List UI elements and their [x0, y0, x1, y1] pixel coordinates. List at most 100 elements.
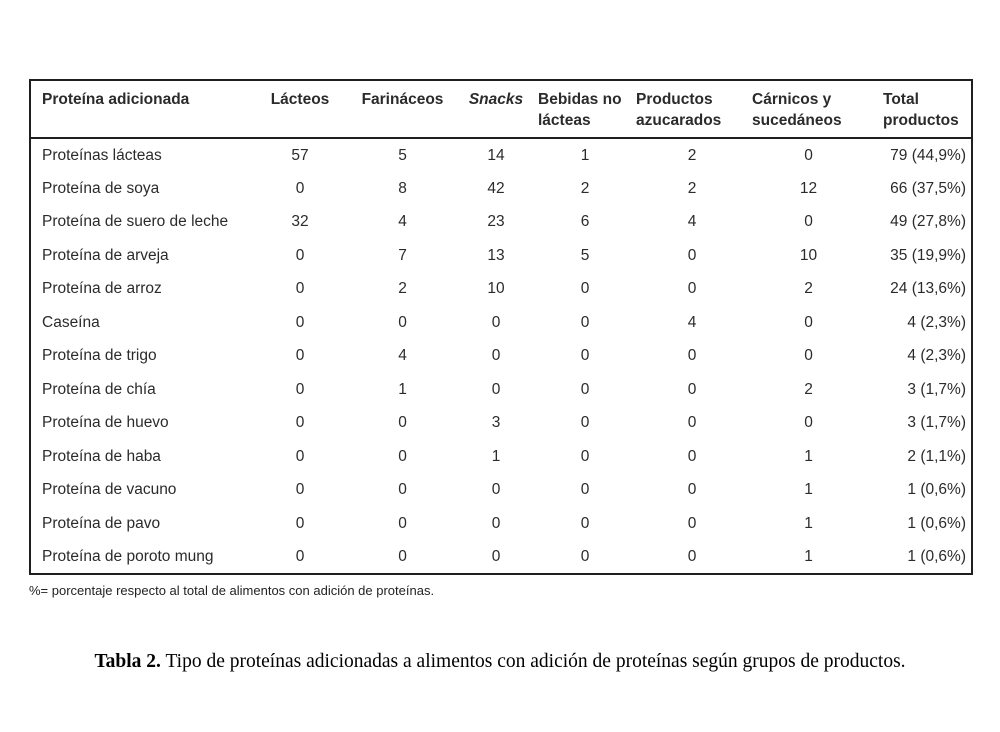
table-row: Proteína de arveja 0 7 13 5 0 10 35 (19,9%) — [30, 239, 972, 273]
value-cell: 0 — [687, 414, 697, 431]
value-cell: 0 — [398, 481, 407, 498]
value-cell: 0 — [491, 547, 501, 565]
value-cell: 1 — [804, 481, 813, 498]
value-cell: 0 — [804, 146, 813, 164]
row-label-cell: Proteína de arveja — [42, 246, 169, 264]
table-header: Proteína adicionada Lácteos Farináceos Snac… — [30, 80, 972, 138]
value-cell: 8 — [398, 179, 407, 197]
value-cell: 0 — [804, 414, 813, 431]
value-cell: 0 — [295, 514, 305, 532]
column-header: Productos azucarados — [634, 80, 750, 138]
value-cell: 2 — [687, 179, 697, 197]
value-cell: 0 — [295, 547, 305, 565]
value-cell: 4 (2,3%) — [907, 347, 966, 364]
value-cell: 1 — [580, 146, 590, 164]
value-cell: 0 — [398, 414, 407, 431]
value-cell: 0 — [580, 313, 590, 331]
value-cell: 14 — [487, 146, 505, 164]
value-cell: 0 — [295, 447, 305, 465]
table-row: Proteína de vacuno 0 0 0 0 0 1 1 (0,6%) — [30, 473, 972, 507]
column-header-label: Farináceos — [361, 91, 444, 108]
value-cell: 0 — [687, 380, 697, 398]
value-cell: 3 (1,7%) — [907, 414, 966, 431]
table-footnote: %= porcentaje respecto al total de alime… — [29, 582, 435, 598]
column-header: Bebidas no lácteas — [536, 80, 634, 138]
value-cell: 0 — [295, 313, 305, 331]
value-cell: 1 — [804, 547, 813, 565]
value-cell: 0 — [491, 313, 501, 331]
value-cell: 4 (2,3%) — [907, 313, 966, 331]
value-cell: 2 — [804, 380, 813, 398]
value-cell: 0 — [580, 514, 590, 532]
table-row: Proteína de poroto mung 0 0 0 0 0 1 1 (0,6%) — [30, 540, 972, 574]
value-cell: 4 — [398, 347, 407, 364]
value-cell: 0 — [687, 481, 697, 498]
value-cell: 10 — [487, 280, 505, 297]
value-cell: 13 — [487, 246, 505, 264]
value-cell: 2 — [398, 280, 407, 297]
table-caption: Tabla 2. Tipo de proteínas adicionadas a… — [0, 651, 1000, 673]
value-cell: 0 — [687, 447, 697, 465]
value-cell: 42 — [487, 179, 505, 197]
value-cell: 4 — [687, 313, 697, 331]
value-cell: 10 — [799, 246, 818, 264]
value-cell: 0 — [398, 514, 407, 532]
row-label-cell: Proteína de pavo — [42, 514, 161, 532]
value-cell: 0 — [580, 280, 590, 297]
value-cell: 12 — [799, 179, 818, 197]
value-cell: 3 — [491, 414, 501, 431]
protein-table: Proteína adicionada Lácteos Farináceos Snac… — [29, 79, 973, 575]
value-cell: 0 — [295, 179, 305, 197]
row-label-cell: Proteína de haba — [42, 447, 161, 465]
value-cell: 66 (37,5%) — [890, 179, 966, 197]
row-label-cell: Proteína de chía — [42, 380, 156, 398]
row-label-cell: Proteína de trigo — [42, 347, 157, 364]
value-cell: 7 — [398, 246, 407, 264]
value-cell: 1 (0,6%) — [907, 547, 966, 565]
value-cell: 2 — [687, 146, 697, 164]
row-label-cell: Proteína de poroto mung — [42, 547, 214, 565]
table-body: Proteínas lácteas 57 5 14 1 2 0 79 (44,9%) Prote… — [30, 138, 972, 574]
value-cell: 0 — [580, 481, 590, 498]
column-header: Proteína adicionada — [30, 80, 251, 138]
caption-label: Tabla 2. — [94, 651, 161, 672]
value-cell: 4 — [687, 213, 697, 230]
value-cell: 57 — [291, 146, 309, 164]
value-cell: 0 — [491, 347, 501, 364]
value-cell: 49 (27,8%) — [890, 213, 966, 230]
column-header-label: Proteína adicionada — [42, 91, 190, 108]
value-cell: 1 — [491, 447, 501, 465]
value-cell: 0 — [398, 447, 407, 465]
value-cell: 23 — [487, 213, 505, 230]
table-row: Proteína de suero de leche 32 4 23 6 4 0 49 (27… — [30, 205, 972, 239]
column-header-label: Lácteos — [270, 91, 330, 108]
table-row: Proteína de trigo 0 4 0 0 0 0 4 (2,3%) — [30, 339, 972, 373]
column-header-label: Productos azucarados — [636, 91, 722, 129]
table-row: Proteína de haba 0 0 1 0 0 1 2 (1,1%) — [30, 440, 972, 474]
value-cell: 1 (0,6%) — [907, 514, 966, 532]
value-cell: 2 (1,1%) — [907, 447, 966, 465]
value-cell: 0 — [687, 246, 697, 264]
value-cell: 0 — [295, 246, 305, 264]
value-cell: 3 (1,7%) — [907, 380, 966, 398]
value-cell: 0 — [687, 280, 697, 297]
value-cell: 0 — [491, 514, 501, 532]
row-label-cell: Proteínas lácteas — [42, 146, 162, 164]
value-cell: 0 — [398, 313, 407, 331]
table-row: Proteínas lácteas 57 5 14 1 2 0 79 (44,9%) — [30, 138, 972, 172]
value-cell: 0 — [491, 380, 501, 398]
value-cell: 0 — [804, 213, 813, 230]
table-2-container: Proteína adicionada Lácteos Farináceos Snac… — [29, 79, 973, 598]
column-header: Snacks — [456, 80, 536, 138]
value-cell: 2 — [804, 280, 813, 297]
table-row: Proteína de soya 0 8 42 2 2 12 66 (37,5%) — [30, 172, 972, 206]
value-cell: 2 — [580, 179, 590, 197]
value-cell: 0 — [687, 514, 697, 532]
value-cell: 0 — [580, 414, 590, 431]
row-label-cell: Proteína de arroz — [42, 280, 162, 297]
value-cell: 0 — [295, 380, 305, 398]
row-label-cell: Proteína de vacuno — [42, 481, 177, 498]
value-cell: 4 — [398, 213, 407, 230]
table-header-row: Proteína adicionada Lácteos Farináceos Snac… — [30, 80, 972, 138]
column-header-label: Snacks — [468, 91, 524, 108]
